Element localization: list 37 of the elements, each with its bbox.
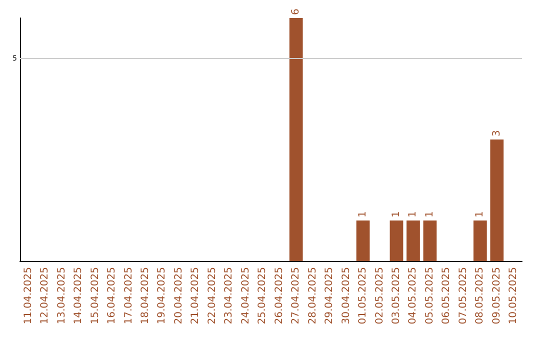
x-tick-label: 28.04.2025	[307, 267, 318, 324]
x-tick-label: 24.04.2025	[240, 267, 252, 324]
data-label: 1	[391, 211, 402, 218]
x-tick-label: 03.05.2025	[391, 267, 402, 324]
data-label: 3	[491, 130, 502, 136]
x-tick-label: 12.04.2025	[40, 267, 51, 324]
x-tick-label: 27.04.2025	[290, 267, 302, 324]
x-tick-label: 02.05.2025	[374, 267, 386, 324]
data-label: 1	[358, 211, 369, 218]
x-tick-label: 30.04.2025	[340, 267, 352, 324]
data-label: 1	[474, 211, 486, 218]
x-tick-label: 07.05.2025	[458, 267, 469, 324]
x-tick-label: 15.04.2025	[90, 267, 101, 324]
x-tick-label: 19.04.2025	[156, 267, 168, 324]
data-label: 1	[424, 211, 436, 218]
x-tick-label: 13.04.2025	[56, 267, 68, 324]
x-tick-label: 08.05.2025	[474, 267, 486, 324]
x-tick-label: 09.05.2025	[491, 267, 502, 324]
x-tick-label: 25.04.2025	[257, 267, 268, 324]
x-tick-label: 16.04.2025	[106, 267, 118, 324]
x-tick-label: 29.04.2025	[324, 267, 336, 324]
x-tick-label: 17.04.2025	[123, 267, 134, 324]
data-label: 6	[290, 8, 302, 15]
x-tick-label: 11.04.2025	[22, 267, 34, 324]
data-label: 1	[408, 211, 419, 218]
x-tick-label: 01.05.2025	[358, 267, 369, 324]
x-tick-label: 20.04.2025	[173, 267, 184, 324]
x-tick-label: 18.04.2025	[140, 267, 151, 324]
x-tick-label: 21.04.2025	[190, 267, 202, 324]
x-tick-label: 22.04.2025	[206, 267, 218, 324]
x-tick-label: 23.04.2025	[224, 267, 235, 324]
x-tick-label: 14.04.2025	[73, 267, 84, 324]
x-tick-label: 05.05.2025	[424, 267, 436, 324]
x-tick-label: 06.05.2025	[441, 267, 452, 324]
x-tick-label: 26.04.2025	[274, 267, 285, 324]
x-tick-label: 04.05.2025	[408, 267, 419, 324]
x-tick-label: 10.05.2025	[508, 267, 520, 324]
